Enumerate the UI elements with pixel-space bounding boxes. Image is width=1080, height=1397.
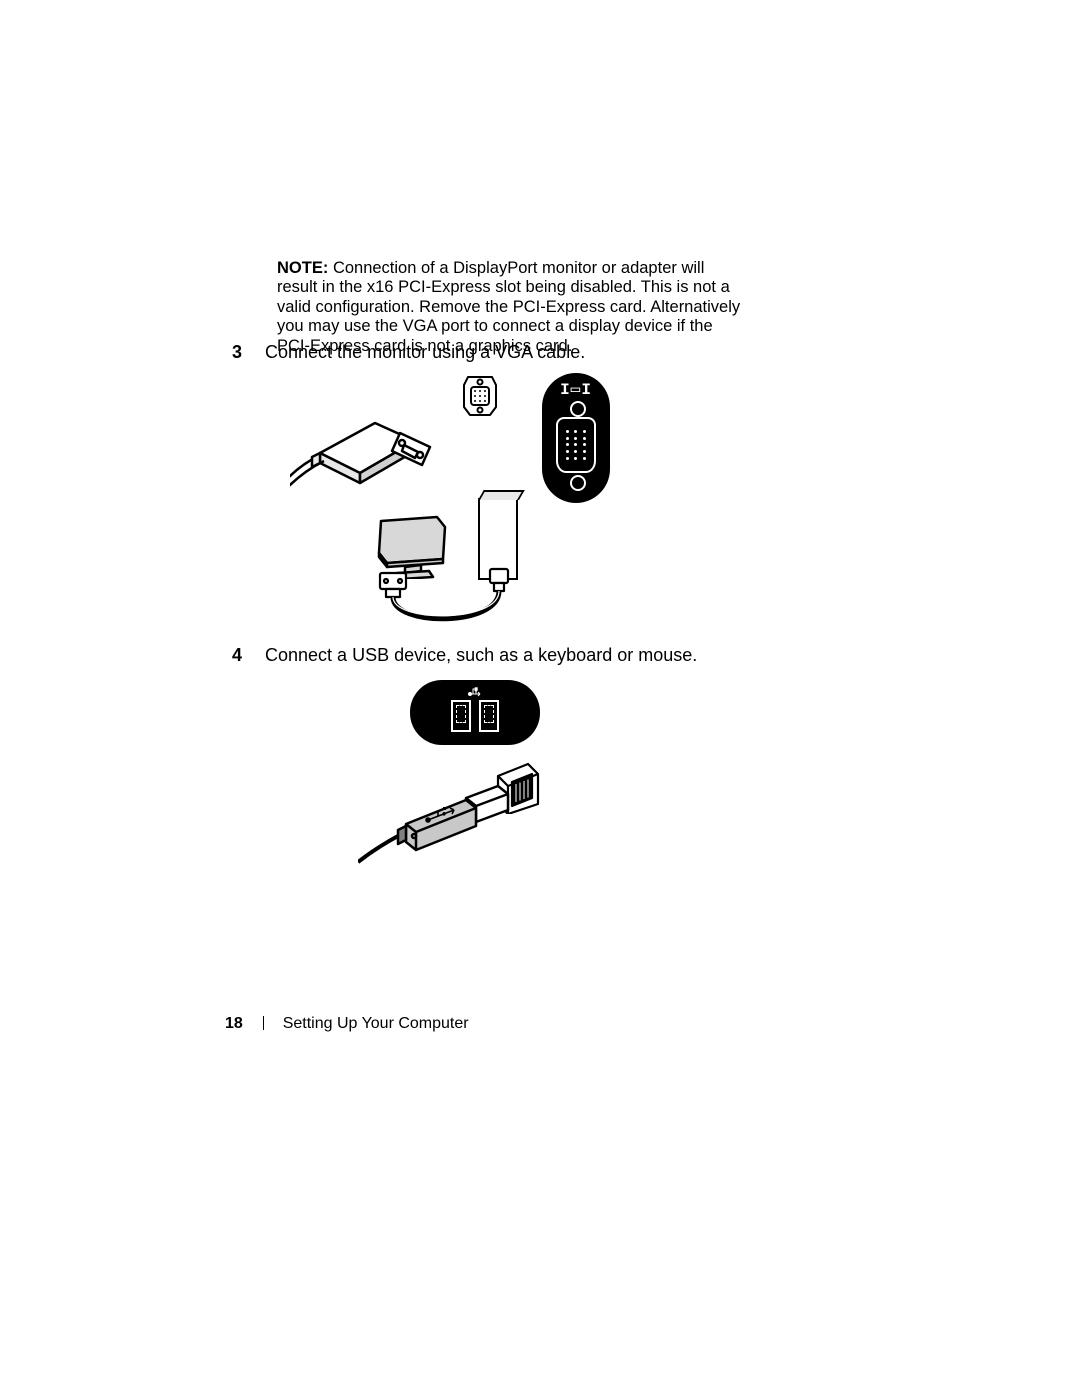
- monitor-icon: [375, 515, 447, 579]
- vga-cable-loop-icon: [372, 571, 532, 637]
- vga-connector-small-icon: [460, 373, 500, 421]
- page-footer: 18 Setting Up Your Computer: [225, 1015, 469, 1033]
- usb-plug-icon: [358, 778, 518, 868]
- usb-ports-icon: [445, 700, 505, 736]
- vga-diagram: I▭I: [300, 373, 610, 638]
- note-label: NOTE:: [277, 259, 328, 277]
- page-number: 18: [225, 1015, 243, 1033]
- usb-port-panel-icon: [410, 680, 540, 745]
- screw-icon: [570, 401, 586, 417]
- vga-port-symbol-icon: I▭I: [542, 379, 610, 399]
- step-number: 4: [232, 645, 260, 667]
- vga-port-icon: [556, 417, 596, 473]
- usb-symbol-icon: [410, 685, 540, 700]
- manual-page: NOTE: Connection of a DisplayPort monito…: [0, 0, 1080, 1397]
- note-text: Connection of a DisplayPort monitor or a…: [277, 259, 740, 355]
- section-title: Setting Up Your Computer: [283, 1015, 469, 1033]
- step-4: 4 Connect a USB device, such as a keyboa…: [232, 645, 792, 667]
- vga-cable-connector-icon: [290, 393, 460, 493]
- step-text: Connect the monitor using a VGA cable.: [265, 342, 585, 362]
- step-number: 3: [232, 342, 260, 364]
- usb-diagram: [368, 680, 588, 880]
- footer-separator-icon: [263, 1016, 264, 1030]
- step-3: 3 Connect the monitor using a VGA cable.: [232, 342, 792, 364]
- step-text: Connect a USB device, such as a keyboard…: [265, 645, 697, 665]
- computer-tower-icon: [478, 498, 518, 580]
- screw-icon: [570, 475, 586, 491]
- vga-port-panel-icon: I▭I: [542, 373, 610, 503]
